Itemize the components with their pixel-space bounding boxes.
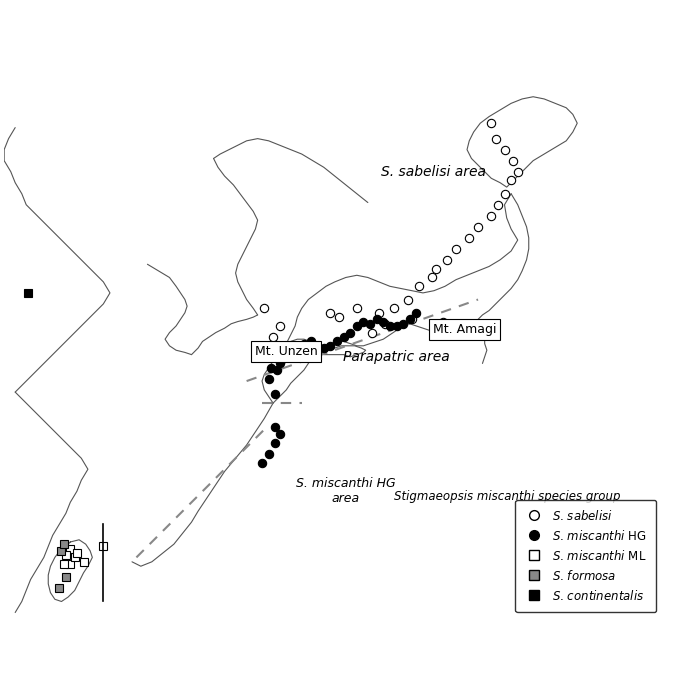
Text: Mt. Unzen: Mt. Unzen	[255, 345, 318, 358]
Text: Mt. Amagi: Mt. Amagi	[433, 323, 496, 336]
Text: S. miscanthi HG
area: S. miscanthi HG area	[296, 477, 396, 506]
Text: Stigmaeopsis miscanthi species group: Stigmaeopsis miscanthi species group	[394, 490, 621, 503]
Text: Parapatric area: Parapatric area	[343, 350, 450, 364]
Legend: $S$. $sabelisi$, $S$. $miscanthi$ HG, $S$. $miscanthi$ ML, $S$. $formosa$, $S$. : $S$. $sabelisi$, $S$. $miscanthi$ HG, $S…	[515, 499, 656, 612]
Text: S. sabelisi area: S. sabelisi area	[381, 164, 486, 179]
